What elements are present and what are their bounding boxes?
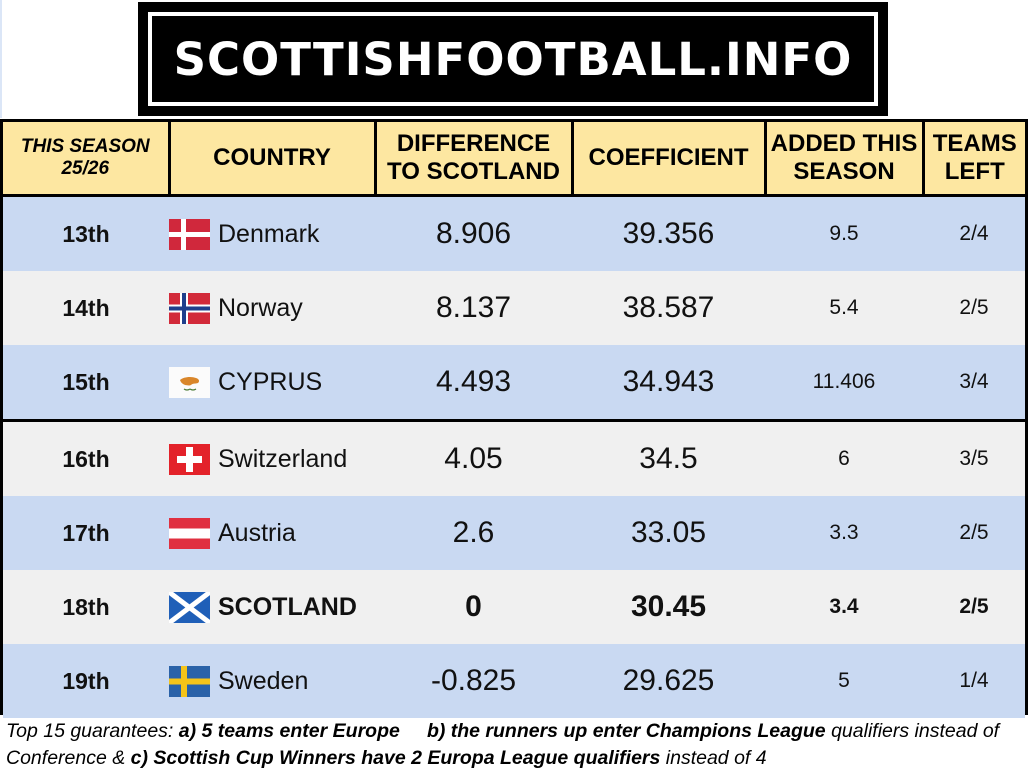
difference-header: DIFFERENCE TO SCOTLAND: [375, 122, 574, 197]
coefficient-cell: 39.356: [572, 195, 765, 271]
coefficient-cell: 34.5: [572, 419, 765, 496]
table-row: 14th Norway 8.137 38.587 5.4 2/5: [3, 271, 1025, 345]
added-cell: 9.5: [765, 195, 923, 271]
added-cell: 3.4: [765, 570, 923, 644]
footnote-point-b-rest: qualifiers instead of Conference &: [6, 720, 1000, 769]
coefficient-cell: 34.943: [572, 345, 765, 421]
country-cell: Denmark: [169, 195, 375, 271]
coefficient-cell: 29.625: [572, 644, 765, 718]
difference-cell: 0: [375, 570, 572, 644]
left-edge-line: [0, 0, 2, 118]
cyprus-flag-icon: [169, 366, 210, 398]
teams-left-cell: 3/4: [923, 345, 1025, 421]
teams-left-cell: 3/5: [923, 419, 1025, 496]
rank-cell: 15th: [3, 345, 169, 421]
difference-cell: -0.825: [375, 644, 572, 718]
teams-left-header: TEAMS LEFT: [923, 122, 1025, 197]
footnote-point-b: b) the runners up enter Champions League: [426, 720, 826, 742]
country-cell: Switzerland: [169, 419, 375, 496]
difference-cell: 8.906: [375, 195, 572, 271]
rank-cell: 14th: [3, 271, 169, 345]
rank-cell: 17th: [3, 496, 169, 570]
difference-cell: 4.05: [375, 419, 572, 496]
added-cell: 3.3: [765, 496, 923, 570]
difference-cell: 2.6: [375, 496, 572, 570]
table-row: 15th CYPRUS 4.493 34.943 11.406 3/4: [3, 345, 1025, 421]
footnote-point-c-rest: instead of 4: [660, 747, 767, 769]
table-header-row: THIS SEASON 25/26 COUNTRY DIFFERENCE TO …: [3, 122, 1025, 197]
rank-cell: 19th: [3, 644, 169, 718]
coefficient-table: THIS SEASON 25/26 COUNTRY DIFFERENCE TO …: [0, 119, 1028, 718]
sweden-flag-icon: [169, 665, 210, 697]
coefficient-header: COEFFICIENT: [572, 122, 767, 197]
scotland-flag-icon: [169, 591, 210, 623]
teams-left-cell: 2/5: [923, 570, 1025, 644]
rank-cell: 13th: [3, 195, 169, 271]
rank-cell: 16th: [3, 419, 169, 496]
difference-cell: 8.137: [375, 271, 572, 345]
country-name: Switzerland: [218, 444, 348, 473]
country-cell: Austria: [169, 496, 375, 570]
coefficient-cell: 33.05: [572, 496, 765, 570]
country-name: Norway: [218, 293, 303, 322]
footnote: Top 15 guarantees: a) 5 teams enter Euro…: [6, 718, 1026, 772]
added-cell: 11.406: [765, 345, 923, 421]
teams-left-cell: 2/5: [923, 271, 1025, 345]
country-cell: Norway: [169, 271, 375, 345]
table-row: 19th Sweden -0.825 29.625 5 1/4: [3, 644, 1025, 718]
site-logo-banner: SCOTTISHFOOTBALL.INFO: [138, 2, 888, 116]
teams-left-cell: 1/4: [923, 644, 1025, 718]
country-cell: SCOTLAND: [169, 570, 375, 644]
added-cell: 6: [765, 419, 923, 496]
country-cell: CYPRUS: [169, 345, 375, 421]
country-cell: Sweden: [169, 644, 375, 718]
rank-cell: 18th: [3, 570, 169, 644]
difference-cell: 4.493: [375, 345, 572, 421]
norway-flag-icon: [169, 292, 210, 324]
teams-left-cell: 2/5: [923, 496, 1025, 570]
added-cell: 5.4: [765, 271, 923, 345]
austria-flag-icon: [169, 517, 210, 549]
table-row: 17th Austria 2.6 33.05 3.3 2/5: [3, 496, 1025, 570]
added-this-season-header: ADDED THIS SEASON: [765, 122, 925, 197]
country-name: SCOTLAND: [218, 592, 357, 621]
country-header: COUNTRY: [169, 122, 377, 197]
country-name: Austria: [218, 518, 296, 547]
switzerland-flag-icon: [169, 443, 210, 475]
country-name: Sweden: [218, 666, 309, 695]
denmark-flag-icon: [169, 218, 210, 250]
footnote-intro: Top 15 guarantees:: [6, 720, 179, 742]
country-name: CYPRUS: [218, 367, 323, 396]
coefficient-cell: 38.587: [572, 271, 765, 345]
table-row-scotland: 18th SCOTLAND 0 30.45 3.4 2/5: [3, 570, 1025, 644]
added-cell: 5: [765, 644, 923, 718]
logo-frame: SCOTTISHFOOTBALL.INFO: [148, 12, 878, 106]
table-row: 16th Switzerland 4.05 34.5 6 3/5: [3, 419, 1025, 496]
footnote-point-a: a) 5 teams enter Europe: [178, 720, 400, 742]
country-name: Denmark: [218, 219, 320, 248]
teams-left-cell: 2/4: [923, 195, 1025, 271]
table-row: 13th Denmark 8.906 39.356 9.5 2/4: [3, 195, 1025, 271]
season-header: THIS SEASON 25/26: [3, 122, 171, 197]
footnote-point-c: c) Scottish Cup Winners have 2 Europa Le…: [130, 747, 661, 769]
site-logo-text: SCOTTISHFOOTBALL.INFO: [173, 32, 853, 86]
coefficient-cell: 30.45: [572, 570, 765, 644]
